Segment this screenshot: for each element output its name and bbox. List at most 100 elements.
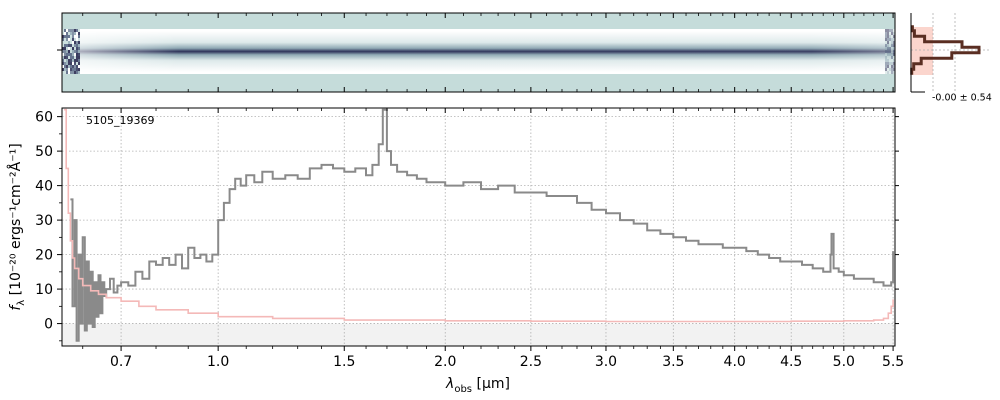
y-tick-label: 0 bbox=[44, 317, 53, 333]
noise-pixel bbox=[885, 35, 887, 38]
spectrum-1d-panel: 0.7 1.0 1.5 2.0 2.5 3.0 3.5 4.0 4.5 5.0 5.5 0 10 20 3… bbox=[7, 107, 904, 395]
noise-pixel bbox=[76, 41, 78, 44]
noise-pixel bbox=[70, 44, 72, 47]
noise-pixel bbox=[76, 38, 78, 41]
noise-pixel bbox=[66, 53, 68, 56]
noise-pixel bbox=[64, 32, 66, 35]
noise-pixel bbox=[889, 50, 891, 53]
noise-pixel bbox=[889, 65, 891, 68]
noise-pixel bbox=[887, 35, 889, 38]
noise-pixel bbox=[889, 71, 891, 74]
noise-pixel bbox=[76, 68, 78, 71]
noise-pixel bbox=[64, 44, 66, 47]
noise-pixel bbox=[68, 29, 70, 32]
noise-pixel bbox=[889, 53, 891, 56]
noise-pixel bbox=[62, 56, 64, 59]
spectrum-2d-trace-fade bbox=[62, 31, 895, 72]
noise-pixel bbox=[66, 50, 68, 53]
noise-pixel bbox=[887, 65, 889, 68]
noise-pixel bbox=[887, 56, 889, 59]
noise-pixel bbox=[885, 44, 887, 47]
noise-pixel bbox=[72, 32, 74, 35]
noise-pixel bbox=[78, 56, 80, 59]
spatial-profile-panel: -0.00 ± 0.54 bbox=[910, 13, 992, 103]
noise-pixel bbox=[885, 65, 887, 68]
spectrum-2d-panel bbox=[57, 12, 896, 93]
noise-pixel bbox=[893, 47, 895, 50]
noise-pixel bbox=[887, 62, 889, 65]
noise-pixel bbox=[68, 32, 70, 35]
noise-pixel bbox=[70, 38, 72, 41]
spectrum-2d-noise bbox=[62, 29, 895, 74]
noise-pixel bbox=[887, 53, 889, 56]
noise-pixel bbox=[72, 62, 74, 65]
noise-pixel bbox=[889, 32, 891, 35]
noise-pixel bbox=[893, 71, 895, 74]
noise-pixel bbox=[78, 68, 80, 71]
noise-pixel bbox=[889, 29, 891, 32]
noise-pixel bbox=[885, 47, 887, 50]
spectrum-2d-ticks bbox=[82, 13, 894, 92]
noise-pixel bbox=[891, 53, 893, 56]
x-ticks: 0.7 1.0 1.5 2.0 2.5 3.0 3.5 4.0 4.5 5.0 5.5 bbox=[82, 108, 904, 370]
x-axis-label: λobs [μm] bbox=[445, 376, 510, 395]
noise-pixel bbox=[887, 29, 889, 32]
noise-pixel bbox=[72, 71, 74, 74]
noise-pixel bbox=[74, 35, 76, 38]
noise-pixel bbox=[62, 32, 64, 35]
noise-pixel bbox=[66, 71, 68, 74]
noise-pixel bbox=[78, 62, 80, 65]
noise-pixel bbox=[72, 35, 74, 38]
noise-pixel bbox=[68, 56, 70, 59]
noise-pixel bbox=[889, 68, 891, 71]
noise-pixel bbox=[72, 53, 74, 56]
noise-pixel bbox=[893, 29, 895, 32]
noise-pixel bbox=[66, 41, 68, 44]
noise-pixel bbox=[78, 29, 80, 32]
zero-band bbox=[62, 323, 895, 346]
noise-pixel bbox=[887, 32, 889, 35]
noise-pixel bbox=[78, 38, 80, 41]
noise-pixel bbox=[889, 44, 891, 47]
noise-pixel bbox=[68, 65, 70, 68]
noise-pixel bbox=[887, 38, 889, 41]
noise-pixel bbox=[893, 59, 895, 62]
noise-pixel bbox=[74, 68, 76, 71]
noise-pixel bbox=[70, 41, 72, 44]
noise-pixel bbox=[76, 59, 78, 62]
y-tick-label: 40 bbox=[35, 179, 53, 195]
noise-pixel bbox=[887, 41, 889, 44]
noise-pixel bbox=[70, 29, 72, 32]
noise-pixel bbox=[76, 65, 78, 68]
noise-pixel bbox=[66, 59, 68, 62]
noise-pixel bbox=[889, 62, 891, 65]
noise-pixel bbox=[64, 71, 66, 74]
noise-pixel bbox=[885, 62, 887, 65]
y-tick-label: 30 bbox=[35, 213, 53, 229]
y-tick-label: 50 bbox=[35, 144, 53, 160]
noise-pixel bbox=[885, 38, 887, 41]
x-tick-label: 2.0 bbox=[434, 354, 456, 370]
noise-pixel bbox=[889, 59, 891, 62]
noise-pixel bbox=[66, 35, 68, 38]
noise-pixel bbox=[78, 59, 80, 62]
noise-pixel bbox=[62, 71, 64, 74]
noise-pixel bbox=[78, 53, 80, 56]
noise-pixel bbox=[68, 41, 70, 44]
noise-pixel bbox=[891, 32, 893, 35]
noise-pixel bbox=[78, 32, 80, 35]
noise-pixel bbox=[62, 50, 64, 53]
x-tick-label: 5.5 bbox=[882, 354, 904, 370]
noise-pixel bbox=[62, 47, 64, 50]
noise-pixel bbox=[76, 71, 78, 74]
noise-pixel bbox=[70, 62, 72, 65]
noise-pixel bbox=[74, 38, 76, 41]
noise-pixel bbox=[887, 47, 889, 50]
noise-pixel bbox=[74, 59, 76, 62]
x-tick-label: 5.0 bbox=[833, 354, 855, 370]
noise-pixel bbox=[893, 44, 895, 47]
noise-pixel bbox=[891, 50, 893, 53]
noise-pixel bbox=[887, 50, 889, 53]
noise-pixel bbox=[74, 65, 76, 68]
noise-pixel bbox=[887, 44, 889, 47]
